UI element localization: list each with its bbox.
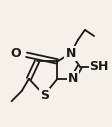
- Text: N: N: [66, 47, 76, 60]
- Text: S: S: [40, 89, 49, 102]
- Text: SH: SH: [89, 60, 109, 73]
- Text: O: O: [10, 47, 21, 60]
- Text: N: N: [68, 72, 78, 85]
